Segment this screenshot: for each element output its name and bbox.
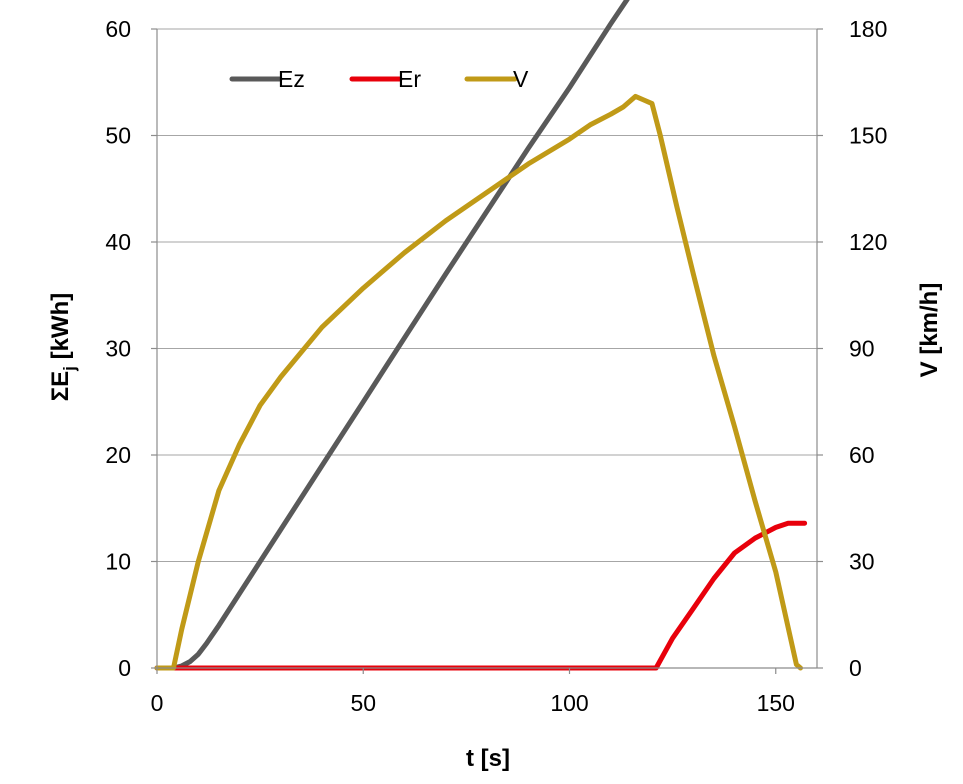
right-axis-title: V [km/h] bbox=[916, 283, 943, 378]
left-tick-label: 40 bbox=[105, 229, 131, 255]
legend: Ez Er V bbox=[229, 66, 529, 92]
left-tick-label: 50 bbox=[105, 123, 131, 149]
x-tick-label: 100 bbox=[550, 690, 588, 716]
gridlines bbox=[157, 28, 817, 669]
left-tick-label: 20 bbox=[105, 442, 131, 468]
left-axis-title-main: ΣE bbox=[47, 371, 74, 401]
x-tick-label: 150 bbox=[757, 690, 795, 716]
legend-label-v: V bbox=[513, 66, 529, 92]
right-tick-label: 30 bbox=[849, 549, 875, 575]
tick-labels: 0 10 20 30 40 50 60 0 30 60 90 120 150 180 0 50 100 150 bbox=[105, 16, 887, 716]
left-axis-title: ΣEj [kWh] bbox=[47, 293, 79, 401]
series-lines bbox=[154, 0, 808, 671]
legend-label-ez: Ez bbox=[278, 66, 305, 92]
right-tick-label: 60 bbox=[849, 442, 875, 468]
right-tick-label: 120 bbox=[849, 229, 887, 255]
series-line-er bbox=[154, 520, 808, 671]
x-tick-label: 50 bbox=[350, 690, 376, 716]
right-tick-label: 150 bbox=[849, 123, 887, 149]
left-tick-label: 60 bbox=[105, 16, 131, 42]
right-tick-label: 180 bbox=[849, 16, 887, 42]
left-tick-label: 30 bbox=[105, 336, 131, 362]
right-tick-label: 0 bbox=[849, 655, 862, 681]
series-line-ez bbox=[154, 0, 630, 671]
legend-label-er: Er bbox=[398, 66, 421, 92]
left-axis-title-sub: j bbox=[60, 366, 79, 372]
series-line-v bbox=[154, 93, 803, 671]
right-tick-label: 90 bbox=[849, 336, 875, 362]
x-tick-label: 0 bbox=[151, 690, 164, 716]
left-axis-title-rest: [kWh] bbox=[47, 293, 74, 366]
left-tick-label: 10 bbox=[105, 549, 131, 575]
axes bbox=[151, 28, 823, 674]
x-axis-title: t [s] bbox=[466, 745, 510, 772]
left-tick-label: 0 bbox=[118, 655, 131, 681]
